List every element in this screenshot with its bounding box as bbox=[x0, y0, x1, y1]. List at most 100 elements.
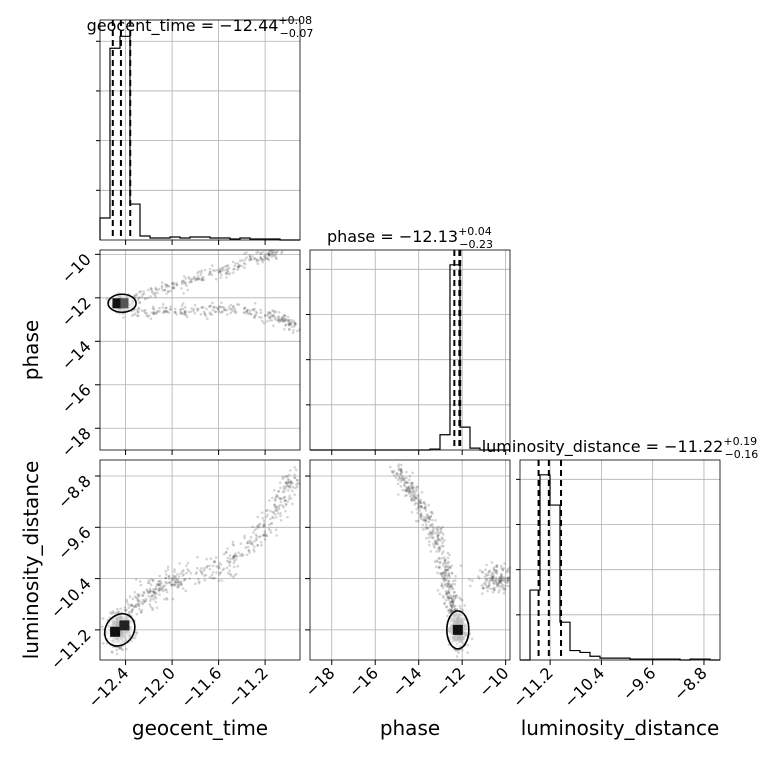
pl-scatter-point-962 bbox=[495, 565, 499, 568]
gp-scatter-point-486 bbox=[219, 270, 222, 274]
gl-scatter-point-630 bbox=[136, 593, 139, 596]
pl-scatter-point-722 bbox=[412, 498, 416, 502]
gp-scatter-point-491 bbox=[263, 256, 267, 260]
gl-scatter-point-650 bbox=[282, 485, 286, 488]
gp-scatter-point-637 bbox=[271, 309, 274, 312]
pl-scatter-point-732 bbox=[438, 538, 441, 541]
pl-scatter-point-914 bbox=[491, 579, 495, 582]
gp-scatter-point-530 bbox=[221, 310, 224, 313]
gp-scatter-point-382 bbox=[197, 277, 200, 281]
pl-scatter-point-455 bbox=[455, 608, 459, 611]
gl-scatter-point-574 bbox=[286, 481, 290, 485]
gp-scatter-point-750 bbox=[164, 309, 167, 313]
pl-frame bbox=[309, 459, 511, 661]
gp-scatter-point-376 bbox=[270, 251, 273, 255]
gp-scatter-point-705 bbox=[137, 307, 141, 311]
gl-scatter-point-760 bbox=[203, 567, 206, 570]
gl-scatter-point-913 bbox=[149, 590, 152, 593]
gl-scatter-point-853 bbox=[283, 495, 287, 499]
pl-scatter-point-966 bbox=[496, 583, 499, 587]
pl-scatter-point-444 bbox=[448, 553, 451, 557]
pl-scatter-point-453 bbox=[434, 540, 437, 543]
pl-scatter-point-380 bbox=[454, 574, 457, 578]
gl-scatter-point-833 bbox=[248, 541, 252, 545]
gl-scatter-point-809 bbox=[160, 588, 163, 592]
pl-scatter-point-744 bbox=[401, 488, 405, 492]
gl-scatter-point-470 bbox=[151, 595, 154, 598]
pl-scatter-point-533 bbox=[436, 534, 440, 537]
gp-scatter-point-615 bbox=[209, 312, 212, 316]
pl-scatter-point-686 bbox=[461, 598, 464, 602]
gl-scatter-point-438 bbox=[182, 579, 185, 582]
gp-scatter-point-772 bbox=[287, 318, 290, 322]
gl-scatter-point-144 bbox=[110, 650, 114, 653]
gp-density-peak bbox=[112, 298, 123, 309]
gp-scatter-point-328 bbox=[255, 258, 258, 261]
gl-scatter-point-536 bbox=[275, 534, 278, 537]
pl-scatter-point-783 bbox=[437, 533, 440, 537]
gl-scatter-point-317 bbox=[118, 646, 121, 650]
gl-scatter-point-789 bbox=[184, 589, 188, 593]
gl-scatter-point-443 bbox=[175, 577, 179, 581]
pl-scatter-point-522 bbox=[449, 610, 453, 614]
pl-scatter-point-679 bbox=[409, 494, 412, 498]
gl-scatter-point-915 bbox=[286, 500, 290, 503]
pl-scatter-point-806 bbox=[410, 499, 413, 502]
geocent-title-minus: −0.07 bbox=[280, 27, 314, 40]
pl-scatter-point-828 bbox=[427, 517, 430, 520]
gp-scatter-point-334 bbox=[274, 256, 278, 260]
gp-scatter-point-344 bbox=[210, 273, 214, 277]
gp-scatter-point-279 bbox=[201, 275, 205, 279]
pl-scatter-point-932 bbox=[498, 579, 501, 582]
gl-scatter-point-735 bbox=[274, 528, 278, 532]
gl-scatter-point-468 bbox=[136, 603, 139, 606]
gl-scatter-point-296 bbox=[134, 634, 137, 637]
pl-scatter-point-981 bbox=[500, 578, 503, 582]
pl-scatter-point-557 bbox=[445, 605, 448, 609]
gl-scatter-point-350 bbox=[111, 610, 115, 613]
pl-scatter-point-385 bbox=[420, 506, 424, 510]
gp-scatter-point-263 bbox=[140, 295, 144, 299]
pl-scatter-point-490 bbox=[408, 475, 412, 478]
gp-scatter-point-498 bbox=[180, 282, 184, 286]
gp-scatter-point-659 bbox=[282, 315, 286, 318]
gp-scatter-point-720 bbox=[245, 310, 249, 313]
pl-scatter-point-784 bbox=[424, 537, 428, 540]
gl-scatter-point-799 bbox=[135, 578, 138, 581]
gp-scatter-point-384 bbox=[243, 252, 246, 255]
pl-scatter-point-538 bbox=[435, 559, 439, 562]
gl-scatter-point-514 bbox=[154, 587, 158, 591]
pl-scatter-point-464 bbox=[405, 476, 408, 480]
gp-scatter-point-300 bbox=[152, 292, 155, 295]
gp-scatter-point-315 bbox=[262, 258, 266, 262]
gl-scatter-point-739 bbox=[218, 571, 221, 575]
pl-scatter-point-660 bbox=[447, 598, 451, 601]
gl-scatter-point-479 bbox=[177, 585, 181, 589]
pl-scatter-point-390 bbox=[431, 525, 435, 528]
geocent-title-plus: +0.08 bbox=[278, 14, 312, 27]
pl-scatter-point-754 bbox=[431, 522, 434, 526]
pl-scatter-point-901 bbox=[492, 579, 496, 583]
pl-scatter-point-759 bbox=[405, 488, 409, 492]
pl-scatter-point-383 bbox=[436, 534, 440, 538]
gl-scatter-point-662 bbox=[277, 490, 280, 493]
pl-scatter-point-573 bbox=[397, 468, 401, 472]
gp-scatter-point-451 bbox=[175, 283, 178, 287]
gl-scatter-point-657 bbox=[225, 566, 229, 570]
gl-scatter-point-615 bbox=[101, 617, 105, 620]
gl-scatter-point-422 bbox=[252, 531, 255, 534]
gl-scatter-point-791 bbox=[125, 600, 129, 604]
gl-scatter-point-898 bbox=[157, 583, 161, 587]
pl-scatter-point-794 bbox=[442, 580, 446, 583]
gl-scatter-point-636 bbox=[228, 554, 232, 557]
pl-scatter-point-559 bbox=[461, 608, 465, 612]
gp-scatter-point-358 bbox=[138, 296, 141, 299]
pl-scatter-point-625 bbox=[405, 488, 409, 492]
gl-scatter-point-720 bbox=[148, 591, 152, 594]
pl-scatter-point-556 bbox=[440, 556, 444, 560]
pl-scatter-point-631 bbox=[433, 560, 437, 563]
gp-scatter-point-690 bbox=[174, 310, 177, 314]
gl-scatter-point-724 bbox=[249, 539, 252, 542]
gl-scatter-point-559 bbox=[269, 529, 272, 532]
pl-scatter-point-965 bbox=[485, 579, 489, 582]
